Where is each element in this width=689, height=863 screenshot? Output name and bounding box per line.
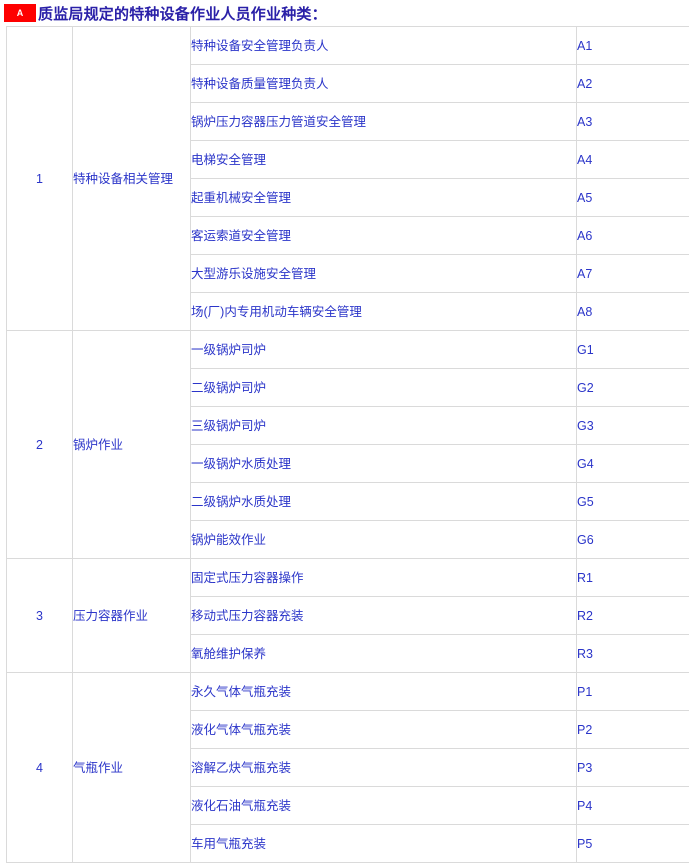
job-category-name-cell: 锅炉压力容器压力管道安全管理 bbox=[191, 103, 577, 141]
group-index-cell: 4 bbox=[7, 673, 73, 863]
job-category-code-cell: G6 bbox=[577, 521, 689, 559]
job-category-name-cell: 锅炉能效作业 bbox=[191, 521, 577, 559]
job-category-code-cell: G4 bbox=[577, 445, 689, 483]
job-category-name-cell: 场(厂)内专用机动车辆安全管理 bbox=[191, 293, 577, 331]
job-category-code-cell: A4 bbox=[577, 141, 689, 179]
job-category-code-cell: A7 bbox=[577, 255, 689, 293]
job-category-name-cell: 三级锅炉司炉 bbox=[191, 407, 577, 445]
job-category-code-cell: P1 bbox=[577, 673, 689, 711]
job-category-name-cell: 一级锅炉水质处理 bbox=[191, 445, 577, 483]
job-category-name-cell: 一级锅炉司炉 bbox=[191, 331, 577, 369]
job-category-name-cell: 液化气体气瓶充装 bbox=[191, 711, 577, 749]
job-category-code-cell: G3 bbox=[577, 407, 689, 445]
group-name-cell: 压力容器作业 bbox=[73, 559, 191, 673]
job-category-code-cell: A6 bbox=[577, 217, 689, 255]
document-header: A 质监局规定的特种设备作业人员作业种类： bbox=[0, 0, 689, 26]
job-category-code-cell: P3 bbox=[577, 749, 689, 787]
group-index-cell: 1 bbox=[7, 27, 73, 331]
job-category-name-cell: 车用气瓶充装 bbox=[191, 825, 577, 863]
group-name-cell: 特种设备相关管理 bbox=[73, 27, 191, 331]
job-category-name-cell: 特种设备质量管理负责人 bbox=[191, 65, 577, 103]
job-category-code-cell: R3 bbox=[577, 635, 689, 673]
job-category-code-cell: A2 bbox=[577, 65, 689, 103]
job-category-code-cell: A1 bbox=[577, 27, 689, 65]
job-category-name-cell: 客运索道安全管理 bbox=[191, 217, 577, 255]
job-category-name-cell: 固定式压力容器操作 bbox=[191, 559, 577, 597]
job-category-name-cell: 电梯安全管理 bbox=[191, 141, 577, 179]
job-category-name-cell: 液化石油气瓶充装 bbox=[191, 787, 577, 825]
job-category-code-cell: G5 bbox=[577, 483, 689, 521]
job-category-code-cell: R2 bbox=[577, 597, 689, 635]
job-category-name-cell: 移动式压力容器充装 bbox=[191, 597, 577, 635]
group-index-cell: 3 bbox=[7, 559, 73, 673]
group-name-cell: 气瓶作业 bbox=[73, 673, 191, 863]
job-category-name-cell: 大型游乐设施安全管理 bbox=[191, 255, 577, 293]
job-category-name-cell: 起重机械安全管理 bbox=[191, 179, 577, 217]
job-category-name-cell: 二级锅炉水质处理 bbox=[191, 483, 577, 521]
job-category-code-cell: A8 bbox=[577, 293, 689, 331]
job-category-code-cell: P5 bbox=[577, 825, 689, 863]
job-category-code-cell: A5 bbox=[577, 179, 689, 217]
job-category-code-cell: P2 bbox=[577, 711, 689, 749]
job-category-code-cell: A3 bbox=[577, 103, 689, 141]
job-category-code-cell: R1 bbox=[577, 559, 689, 597]
page-title: 质监局规定的特种设备作业人员作业种类： bbox=[38, 3, 327, 24]
job-category-name-cell: 特种设备安全管理负责人 bbox=[191, 27, 577, 65]
job-category-name-cell: 溶解乙炔气瓶充装 bbox=[191, 749, 577, 787]
job-category-name-cell: 二级锅炉司炉 bbox=[191, 369, 577, 407]
job-category-code-cell: P4 bbox=[577, 787, 689, 825]
job-category-code-cell: G2 bbox=[577, 369, 689, 407]
section-letter-badge: A bbox=[4, 4, 36, 22]
group-name-cell: 锅炉作业 bbox=[73, 331, 191, 559]
job-category-code-cell: G1 bbox=[577, 331, 689, 369]
job-category-name-cell: 永久气体气瓶充装 bbox=[191, 673, 577, 711]
group-index-cell: 2 bbox=[7, 331, 73, 559]
job-category-name-cell: 氧舱维护保养 bbox=[191, 635, 577, 673]
